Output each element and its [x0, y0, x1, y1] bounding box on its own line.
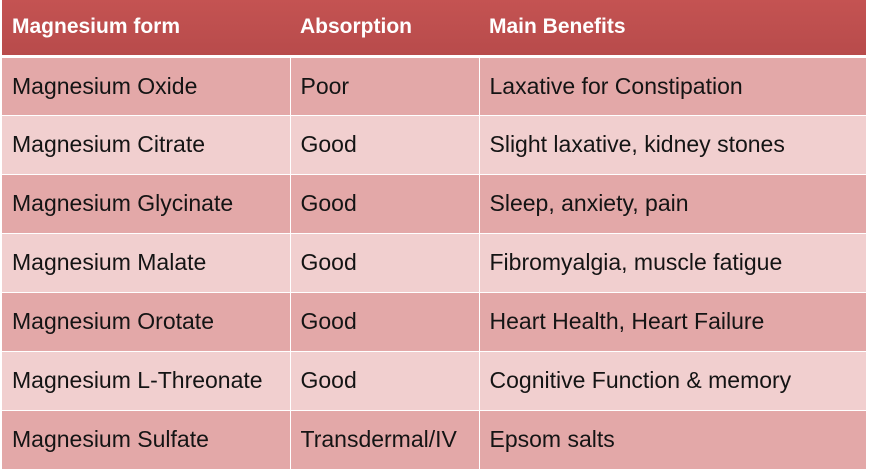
- cell-absorption: Good: [290, 351, 480, 411]
- table-row: Magnesium L-Threonate Good Cognitive Fun…: [2, 351, 866, 411]
- cell-benefits: Heart Health, Heart Failure: [479, 292, 866, 352]
- cell-form: Magnesium Orotate: [2, 292, 291, 352]
- cell-form: Magnesium Citrate: [2, 115, 291, 175]
- cell-benefits: Slight laxative, kidney stones: [479, 115, 866, 175]
- cell-form: Magnesium Glycinate: [2, 174, 291, 234]
- cell-benefits: Fibromyalgia, muscle fatigue: [479, 233, 866, 293]
- table-row: Magnesium Citrate Good Slight laxative, …: [2, 115, 866, 175]
- header-absorption: Absorption: [290, 0, 479, 58]
- header-row: Magnesium form Absorption Main Benefits: [2, 0, 866, 58]
- table-row: Magnesium Malate Good Fibromyalgia, musc…: [2, 233, 866, 293]
- table-body: Magnesium Oxide Poor Laxative for Consti…: [2, 56, 866, 471]
- header-main-benefits: Main Benefits: [479, 0, 866, 58]
- cell-absorption: Good: [290, 233, 480, 293]
- cell-benefits: Laxative for Constipation: [479, 56, 866, 116]
- cell-benefits: Cognitive Function & memory: [479, 351, 866, 411]
- cell-form: Magnesium Malate: [2, 233, 291, 293]
- cell-form: Magnesium Oxide: [2, 56, 291, 116]
- cell-absorption: Transdermal/IV: [290, 410, 480, 471]
- table-row: Magnesium Sulfate Transdermal/IV Epsom s…: [2, 410, 866, 471]
- cell-benefits: Epsom salts: [479, 410, 866, 471]
- cell-absorption: Poor: [290, 56, 480, 116]
- header-magnesium-form: Magnesium form: [2, 0, 290, 58]
- table-row: Magnesium Glycinate Good Sleep, anxiety,…: [2, 174, 866, 234]
- cell-absorption: Good: [290, 292, 480, 352]
- table-row: Magnesium Orotate Good Heart Health, Hea…: [2, 292, 866, 352]
- table-row: Magnesium Oxide Poor Laxative for Consti…: [2, 56, 866, 116]
- table-header: Magnesium form Absorption Main Benefits: [2, 0, 866, 58]
- cell-benefits: Sleep, anxiety, pain: [479, 174, 866, 234]
- cell-form: Magnesium L-Threonate: [2, 351, 291, 411]
- cell-absorption: Good: [290, 174, 480, 234]
- cell-absorption: Good: [290, 115, 480, 175]
- cell-form: Magnesium Sulfate: [2, 410, 291, 471]
